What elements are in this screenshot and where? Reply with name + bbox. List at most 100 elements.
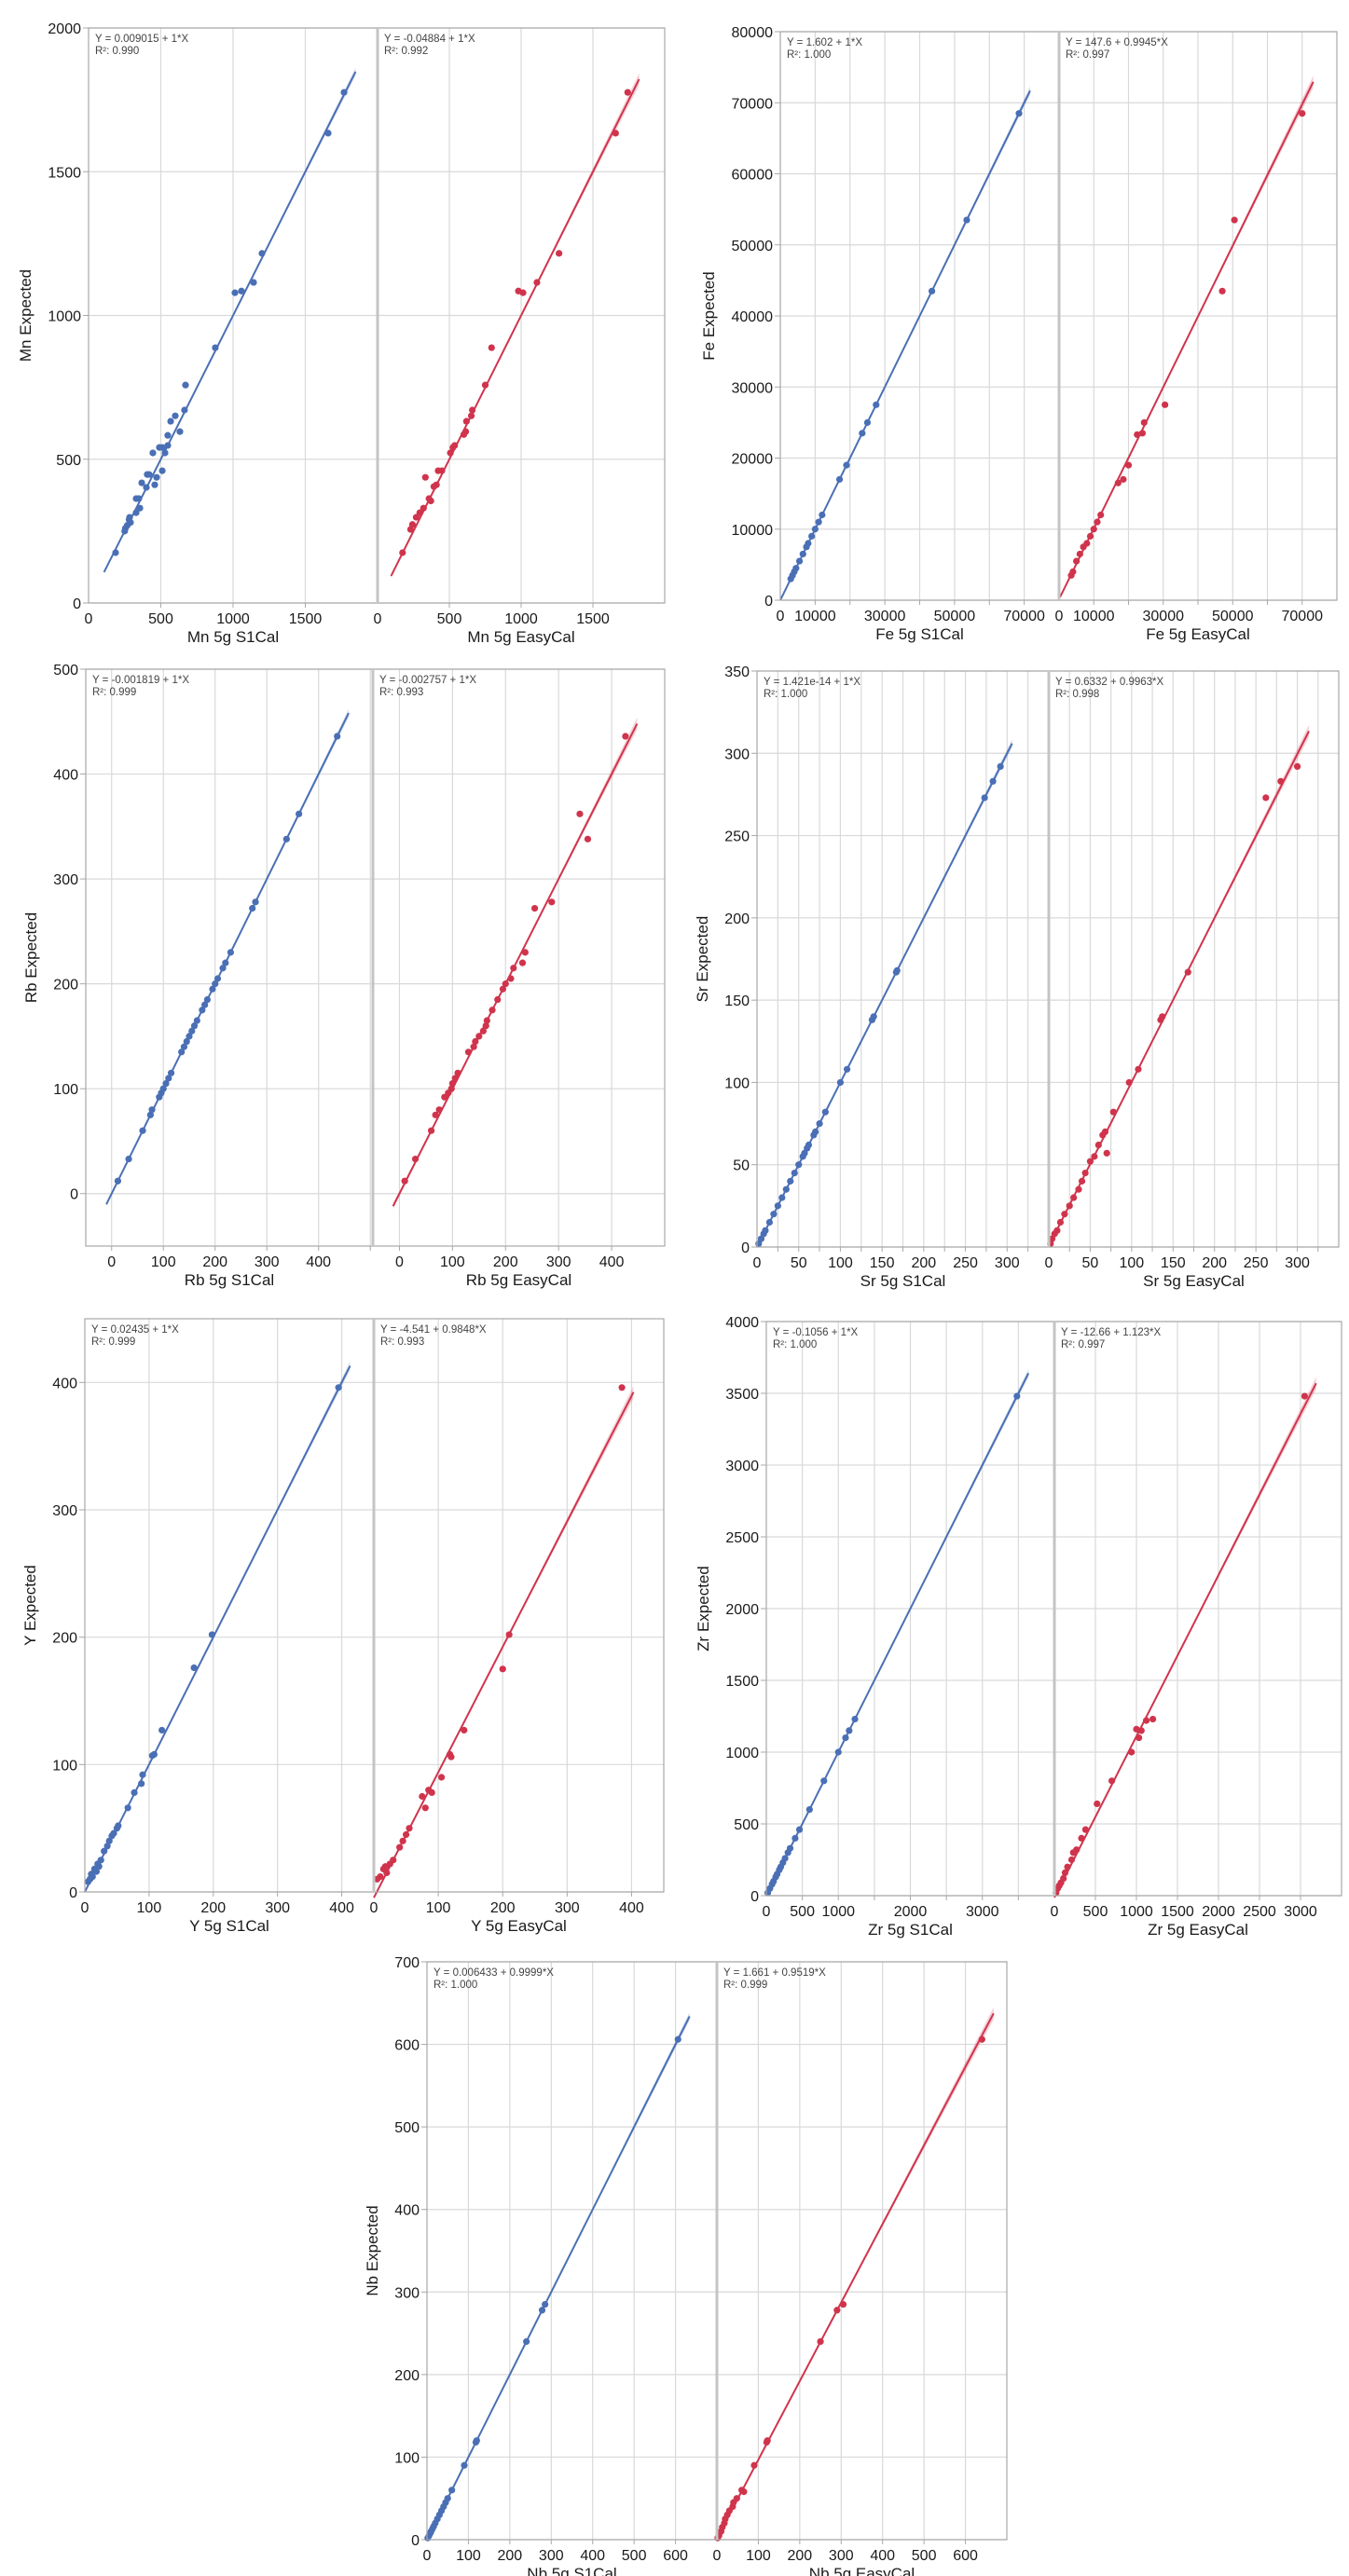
data-point — [1120, 475, 1127, 483]
data-point — [148, 1106, 156, 1114]
data-point — [859, 430, 866, 437]
y-tick-label: 200 — [53, 978, 78, 993]
data-point — [1078, 1834, 1085, 1842]
data-point — [432, 1111, 439, 1118]
x-axis-title: Fe 5g EasyCal — [1146, 625, 1250, 643]
x-tick-label: 2000 — [894, 1904, 928, 1920]
data-point — [835, 475, 844, 483]
data-point — [1135, 1065, 1142, 1073]
data-point — [467, 412, 475, 419]
x-tick-label: 1500 — [289, 611, 323, 627]
data-point — [209, 985, 216, 993]
y-tick-label: 200 — [394, 2368, 420, 2384]
data-point — [1076, 550, 1083, 558]
data-point — [834, 1748, 842, 1756]
fit-line — [426, 2016, 691, 2541]
data-point — [447, 1085, 455, 1092]
data-point — [843, 461, 850, 469]
data-point — [462, 418, 470, 425]
data-point — [167, 418, 174, 425]
r-squared: R²: 1.000 — [434, 1980, 477, 1991]
y-tick-label: 2500 — [725, 1530, 759, 1546]
data-point — [805, 540, 812, 547]
y-tick-label: 0 — [764, 594, 773, 610]
data-point — [821, 1108, 829, 1116]
fit-equation: Y = 0.02435 + 1*X — [91, 1324, 179, 1336]
s1cal-subplot: 0 500 1000 2000 3000 Zr 5g S1Cal Y = -0.1056 +… — [763, 1322, 1030, 1939]
x-tick-label: 400 — [599, 1254, 625, 1270]
y-axis-title: Rb Expected — [22, 912, 40, 1003]
data-point — [805, 1141, 813, 1149]
data-point — [252, 898, 259, 906]
data-point — [1138, 430, 1146, 437]
data-point — [483, 1017, 490, 1024]
data-point — [1053, 1226, 1061, 1234]
data-point — [774, 1202, 781, 1210]
data-point — [203, 995, 212, 1004]
y-tick-label: 1500 — [725, 1674, 759, 1690]
x-tick-label: 400 — [306, 1254, 331, 1270]
data-point — [799, 550, 806, 558]
data-point — [795, 557, 804, 565]
x-tick-label: 100 — [426, 1900, 451, 1916]
x-tick-label: 50 — [1082, 1255, 1099, 1271]
x-tick-label: 10000 — [794, 609, 836, 624]
y-tick-label: 0 — [73, 596, 81, 612]
data-point — [981, 794, 988, 802]
x-tick-label: 70000 — [1282, 609, 1324, 624]
data-point — [499, 985, 507, 993]
x-tick-label: 1000 — [216, 611, 250, 627]
data-point — [1231, 216, 1238, 224]
data-point — [437, 1774, 446, 1781]
y-tick-label: 70000 — [732, 96, 774, 112]
y-tick-label: 0 — [69, 1885, 77, 1901]
data-point — [188, 1027, 196, 1035]
data-point — [324, 130, 332, 137]
data-point — [795, 1826, 804, 1833]
y-axis-title: Mn Expected — [17, 269, 34, 362]
fit-line — [1059, 81, 1315, 598]
fit-line — [1053, 1382, 1317, 1898]
x-tick-label: 0 — [81, 1900, 89, 1916]
data-point — [791, 1169, 798, 1177]
data-point — [997, 762, 1004, 771]
data-point — [124, 1804, 131, 1812]
data-point — [542, 2300, 549, 2309]
data-point — [479, 1027, 487, 1035]
x-tick-label: 50000 — [1212, 609, 1254, 624]
x-tick-label: 70000 — [1003, 609, 1045, 624]
y-axis-title: Y Expected — [21, 1565, 39, 1646]
data-point — [740, 2488, 748, 2496]
x-tick-label: 200 — [912, 1255, 937, 1271]
data-point — [1125, 1078, 1133, 1087]
data-point — [1277, 777, 1285, 785]
fit-equation: Y = 1.661 + 0.9519*X — [723, 1967, 826, 1979]
x-axis-title: Sr 5g S1Cal — [860, 1272, 946, 1290]
y-tick-label: 400 — [394, 2203, 420, 2219]
x-tick-label: 600 — [953, 2548, 978, 2564]
data-point — [212, 344, 219, 351]
y-tick-label: 20000 — [732, 452, 774, 468]
x-tick-label: 100 — [151, 1254, 176, 1270]
data-point — [250, 279, 257, 286]
data-point — [488, 344, 495, 351]
data-point — [1081, 1826, 1090, 1833]
x-tick-label: 400 — [580, 2548, 605, 2564]
fit-line — [765, 1373, 1030, 1897]
data-point — [1124, 461, 1133, 469]
data-point — [1184, 968, 1191, 976]
data-point — [138, 479, 145, 486]
data-point — [1128, 1748, 1136, 1756]
data-point — [475, 1033, 483, 1040]
data-point — [95, 1863, 103, 1870]
fit-equation: Y = 1.602 + 1*X — [787, 37, 862, 48]
x-tick-label: 400 — [619, 1900, 644, 1916]
data-point — [164, 442, 172, 449]
y-tick-label: 500 — [734, 1817, 759, 1833]
data-point — [851, 1715, 859, 1723]
fit-line — [716, 2012, 995, 2539]
data-point — [219, 965, 227, 972]
y-tick-label: 200 — [52, 1631, 77, 1647]
data-point — [1218, 287, 1226, 295]
data-point — [1061, 1869, 1069, 1876]
